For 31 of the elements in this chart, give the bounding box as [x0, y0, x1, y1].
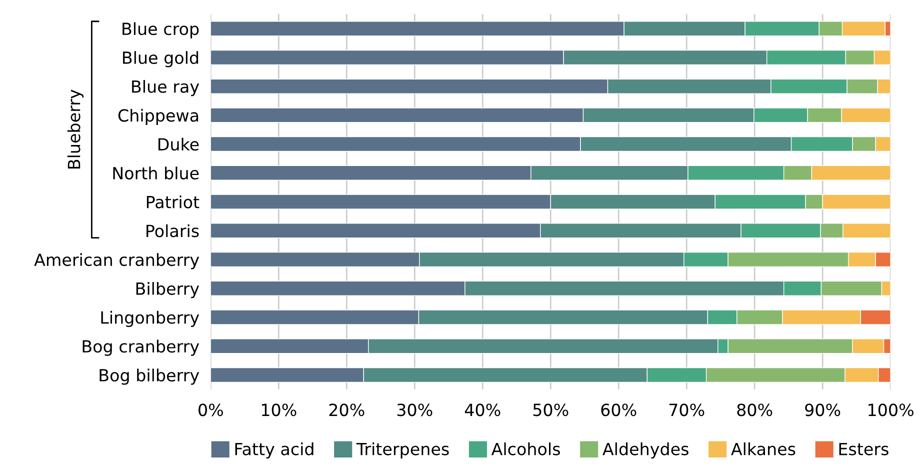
y-tick-label: Blue gold — [123, 51, 198, 68]
x-tick-label: 40% — [464, 404, 500, 416]
x-tick-label: 80% — [737, 404, 772, 416]
x-tick-label: 30% — [397, 404, 432, 416]
text: Blueberry — [67, 90, 84, 168]
legend-label: Aldehydes — [602, 442, 688, 459]
y-tick-label: Polaris — [146, 224, 199, 238]
y-tick-label: Chippewa — [118, 108, 198, 125]
legend-label: Alkanes — [731, 442, 796, 456]
y-tick-label: Duke — [158, 138, 199, 151]
x-tick-label: 100% — [868, 404, 914, 416]
y-tick-label: North blue — [113, 166, 199, 180]
legend-label: Fatty acid — [235, 442, 314, 459]
x-tick-label: 10% — [262, 404, 296, 416]
y-tick-label: Blue crop — [122, 22, 199, 38]
y-tick-label: Bog cranberry — [82, 340, 200, 356]
x-tick-label: 20% — [329, 404, 364, 416]
legend-label: Alcohols — [491, 442, 560, 456]
x-tick-label: 70% — [669, 404, 704, 416]
y-tick-label: American cranberry — [34, 253, 200, 270]
y-tick-label: Bog bilberry — [100, 368, 200, 385]
y-tick-label: Lingonberry — [101, 310, 200, 328]
x-tick-label: 90% — [805, 404, 840, 416]
y-tick-label: Patriot — [146, 195, 200, 208]
x-tick-label: 0% — [198, 404, 223, 416]
legend-label: Esters — [839, 442, 888, 456]
legend-label: Triterpenes — [356, 442, 449, 459]
y-tick-label: Blue ray — [132, 80, 200, 96]
x-tick-label: 50% — [533, 404, 568, 416]
x-tick-label: 60% — [601, 404, 636, 416]
y-tick-label: Bilberry — [136, 282, 200, 298]
